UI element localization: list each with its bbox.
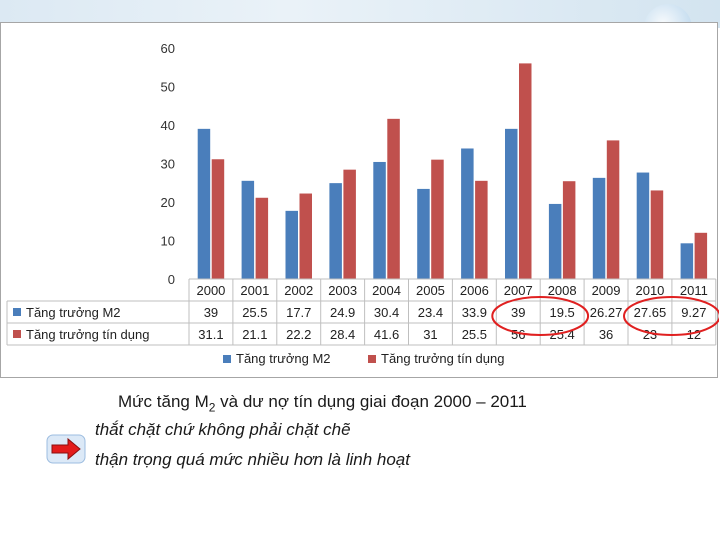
- y-tick-label: 50: [161, 80, 175, 95]
- x-tick-label: 2002: [284, 283, 313, 298]
- highlight-ellipse: [623, 296, 719, 336]
- x-tick-label: 2010: [635, 283, 664, 298]
- x-tick-label: 2000: [196, 283, 225, 298]
- y-tick-label: 40: [161, 118, 175, 133]
- caption-suffix: và dư nợ tín dụng giai đoạn 2000 – 2011: [215, 392, 527, 411]
- bar-m2: [505, 128, 518, 279]
- x-tick-label: 2008: [548, 283, 577, 298]
- bar-m2: [680, 243, 694, 279]
- legend-label: Tăng trưởng tín dụng: [381, 351, 504, 366]
- bar-m2: [548, 203, 562, 279]
- x-tick-label: 2009: [592, 283, 621, 298]
- data-label: 28.4: [330, 327, 355, 342]
- note-line-2: thận trọng quá mức nhiều hơn là linh hoạ…: [95, 450, 410, 469]
- bar-m2: [241, 180, 255, 279]
- y-tick-label: 20: [161, 195, 175, 210]
- data-label: 23: [643, 327, 657, 342]
- x-tick-label: 2004: [372, 283, 401, 298]
- data-label: 26.27: [590, 305, 623, 320]
- data-label: 25.5: [462, 327, 487, 342]
- bar-credit: [475, 180, 488, 279]
- x-tick-label: 2005: [416, 283, 445, 298]
- bar-credit: [694, 232, 708, 279]
- bar-m2: [592, 177, 606, 279]
- legend-swatch: [13, 330, 21, 338]
- highlight-ellipse: [491, 296, 590, 336]
- data-label: 31: [423, 327, 437, 342]
- y-tick-label: 10: [161, 234, 175, 249]
- data-label: 12: [687, 327, 701, 342]
- bar-credit: [562, 181, 576, 279]
- caption-prefix: Mức tăng M: [118, 392, 209, 411]
- data-label: 17.7: [286, 305, 311, 320]
- data-label: 23.4: [418, 305, 443, 320]
- x-tick-label: 2006: [460, 283, 489, 298]
- x-tick-label: 2001: [240, 283, 269, 298]
- series-name: Tăng trưởng tín dụng: [26, 327, 149, 342]
- bar-m2: [636, 172, 650, 279]
- legend-marker: [223, 355, 231, 363]
- y-tick-label: 0: [168, 272, 175, 287]
- series-name: Tăng trưởng M2: [26, 305, 121, 320]
- y-tick-label: 60: [161, 41, 175, 56]
- chart-caption: Mức tăng M2 và dư nợ tín dụng giai đoạn …: [118, 392, 527, 414]
- bar-m2: [373, 161, 386, 279]
- bar-m2: [461, 148, 474, 279]
- data-label: 33.9: [462, 305, 487, 320]
- bar-credit: [211, 159, 225, 279]
- data-label: 39: [511, 305, 525, 320]
- bar-credit: [343, 169, 356, 279]
- bar-credit: [650, 190, 664, 279]
- caption-subscript: 2: [208, 400, 216, 415]
- y-tick-label: 30: [161, 157, 175, 172]
- bar-m2: [417, 188, 430, 279]
- legend-marker: [368, 355, 376, 363]
- data-label: 24.9: [330, 305, 355, 320]
- data-label: 27.65: [634, 305, 667, 320]
- data-label: 56: [511, 327, 525, 342]
- bar-credit: [606, 140, 620, 279]
- data-label: 31.1: [198, 327, 223, 342]
- data-label: 9.27: [681, 305, 706, 320]
- bar-credit: [519, 63, 532, 280]
- legend-label: Tăng trưởng M2: [236, 351, 331, 366]
- data-label: 30.4: [374, 305, 399, 320]
- chart-frame: 0 10 20 30 40 50 60 2000 2001 2002 2003 2004 2005 200…: [0, 22, 719, 378]
- bar-chart: 0 10 20 30 40 50 60 2000 2001 2002 2003 2004 2005 200…: [6, 41, 719, 366]
- bar-m2: [285, 210, 298, 279]
- bar-credit: [431, 159, 444, 279]
- note-line-1: thắt chặt chứ không phải chặt chẽ: [95, 420, 351, 439]
- data-label: 36: [599, 327, 613, 342]
- x-tick-label: 2007: [504, 283, 533, 298]
- bar-credit: [299, 193, 312, 279]
- data-label: 39: [204, 305, 218, 320]
- bar-m2: [329, 183, 342, 279]
- data-label: 22.2: [286, 327, 311, 342]
- bar-m2: [197, 128, 211, 279]
- arrow-right-icon: [46, 434, 86, 464]
- legend-swatch: [13, 308, 21, 316]
- x-tick-label: 2011: [680, 283, 708, 298]
- bar-credit: [255, 197, 269, 279]
- data-label: 19.5: [549, 305, 574, 320]
- x-tick-label: 2003: [328, 283, 357, 298]
- data-label: 25.5: [242, 305, 267, 320]
- bar-credit: [387, 118, 400, 279]
- data-label: 21.1: [242, 327, 267, 342]
- data-label: 41.6: [374, 327, 399, 342]
